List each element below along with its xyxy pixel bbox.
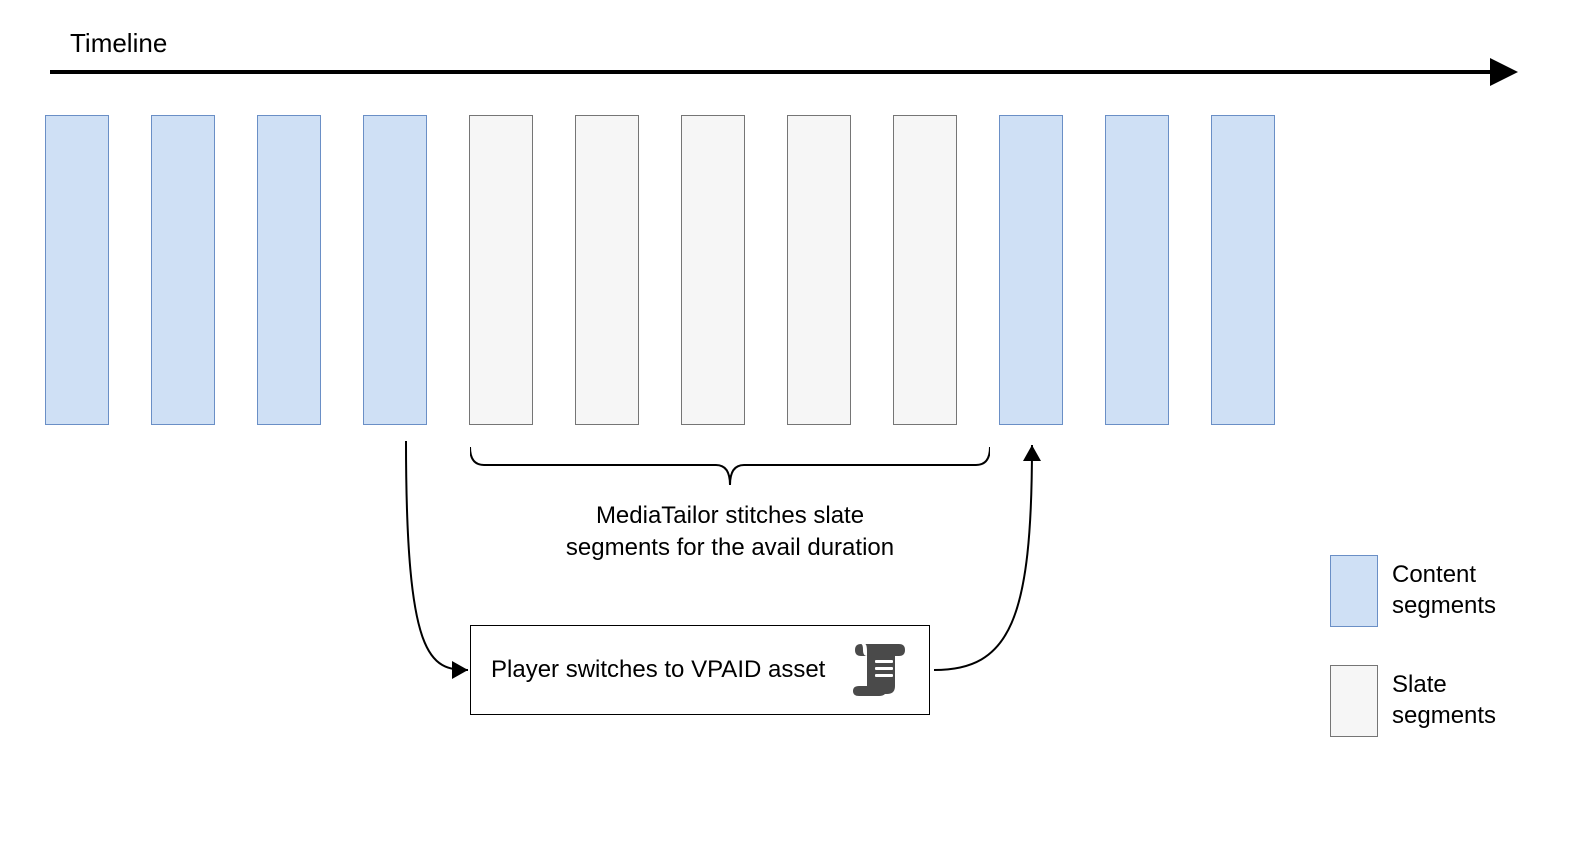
legend-label-line: segments xyxy=(1392,702,1496,729)
legend-swatch-slate xyxy=(1330,665,1378,737)
legend-label-line: Slate xyxy=(1392,671,1447,698)
legend-label-line: segments xyxy=(1392,592,1496,619)
legend-swatch-content xyxy=(1330,555,1378,627)
legend-label-slate: Slate segments xyxy=(1392,669,1496,731)
diagram-canvas: Timeline MediaTailor stitches slate segm… xyxy=(0,0,1590,842)
legend-label-content: Content segments xyxy=(1392,559,1496,621)
legend-label-line: Content xyxy=(1392,561,1476,588)
